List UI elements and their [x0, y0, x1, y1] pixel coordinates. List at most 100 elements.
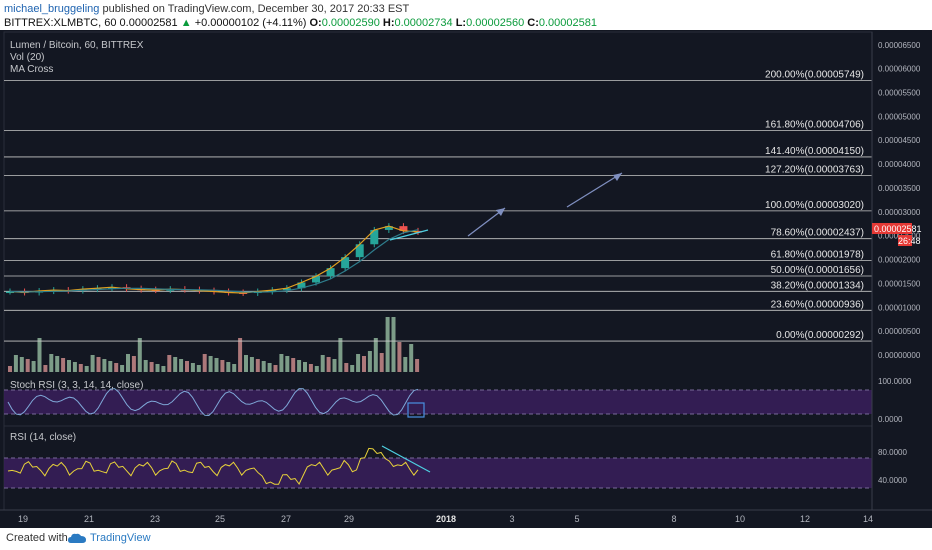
- volume-bar: [362, 356, 366, 372]
- volume-bar: [344, 363, 349, 372]
- support-trendline: [389, 229, 429, 241]
- time-tick-label: 21: [84, 514, 94, 524]
- author-link[interactable]: michael_bruggeling: [4, 3, 100, 15]
- rsi-trendline: [381, 445, 431, 473]
- stoch-rsi-legend: Stoch RSI (3, 3, 14, 14, close): [10, 380, 143, 391]
- price-tick-label: 0.00003000: [878, 208, 921, 217]
- price-tick-label: 0.00001500: [878, 279, 921, 288]
- chart-title: Lumen / Bitcoin, 60, BITTREX: [10, 40, 144, 51]
- volume-bar: [308, 364, 313, 372]
- fib-level-label: 23.60%(0.00000936): [771, 299, 864, 310]
- price-badge-text: 0.00002581: [874, 224, 922, 234]
- rsi-tick-label: 40.0000: [878, 476, 907, 485]
- trading-chart[interactable]: 200.00%(0.00005749) 161.80%(0.00004706) 14…: [0, 30, 932, 528]
- volume-bar: [297, 360, 302, 372]
- volume-bar: [314, 366, 319, 372]
- volume-bar: [196, 365, 201, 372]
- time-tick-label: 23: [150, 514, 160, 524]
- price-badge: [872, 223, 912, 234]
- ma-cross-legend: MA Cross: [10, 64, 53, 75]
- candle-body: [384, 226, 393, 230]
- stoch-tick-label: 100.0000: [878, 377, 912, 386]
- stoch-highlight-box: [407, 402, 425, 418]
- volume-bar: [356, 354, 361, 372]
- volume-bar: [131, 356, 136, 372]
- fib-level-label: 100.00%(0.00003020): [765, 200, 864, 211]
- candle-body: [370, 229, 379, 245]
- plot-frame: [3, 31, 873, 511]
- candle-body: [268, 290, 277, 292]
- volume-bar: [72, 362, 77, 372]
- volume-bar: [114, 363, 119, 372]
- symbol-label: BITTREX:XLMBTC, 60: [4, 17, 117, 29]
- created-with-label: Created with: [6, 532, 68, 544]
- time-tick-label: 27: [281, 514, 291, 524]
- volume-bar: [67, 360, 71, 372]
- candle-body: [297, 282, 306, 289]
- volume-bar: [326, 357, 331, 372]
- volume-bar: [108, 361, 113, 372]
- symbol-header: BITTREX:XLMBTC, 60 0.00002581 ▲ +0.00000…: [4, 16, 597, 30]
- volume-bar: [78, 364, 83, 372]
- ma-slow-line: [9, 229, 419, 293]
- fib-level-label: 200.00%(0.00005749): [765, 70, 864, 81]
- price-tick-label: 0.00005500: [878, 89, 921, 98]
- rsi-legend: RSI (14, close): [10, 432, 76, 443]
- volume-bar: [244, 355, 248, 372]
- open-value: 0.00002590: [321, 17, 380, 29]
- up-triangle-icon: ▲: [180, 17, 192, 29]
- volume-bar: [190, 363, 195, 372]
- time-tick-label: 25: [215, 514, 225, 524]
- volume-bar: [379, 353, 384, 372]
- rsi-line: [7, 447, 419, 485]
- low-label: L:: [455, 17, 467, 29]
- price-tick-label: 0.00004500: [878, 136, 921, 145]
- price-tick-label: 0.00004000: [878, 160, 921, 169]
- volume-bar: [149, 362, 154, 372]
- volume-bar: [273, 365, 278, 372]
- candle-body: [341, 257, 350, 269]
- time-tick-label: 3: [509, 514, 514, 524]
- candle-body: [282, 288, 291, 291]
- close-label: C:: [527, 17, 539, 29]
- volume-bar: [179, 359, 184, 372]
- volume-bar: [220, 360, 225, 372]
- volume-bar: [320, 355, 325, 372]
- volume-bar: [19, 357, 24, 372]
- publish-info: published on TradingView.com, December 3…: [102, 3, 410, 15]
- volume-bar: [291, 358, 296, 372]
- stoch-k-line: [7, 388, 419, 417]
- time-tick-label: 19: [18, 514, 28, 524]
- volume-bar: [137, 338, 142, 372]
- time-tick-label: 29: [344, 514, 354, 524]
- tradingview-link[interactable]: TradingView: [90, 532, 151, 544]
- candle-body: [355, 244, 364, 258]
- price-tick-label: 0.00005000: [878, 112, 921, 121]
- volume-bar: [409, 344, 414, 372]
- price-tick-label: 0.00000500: [878, 327, 921, 336]
- price-layer: [6, 172, 623, 296]
- volume-bar: [385, 317, 390, 372]
- price-change: +0.00000102 (+4.11%): [194, 17, 307, 29]
- fib-level-label: 161.80%(0.00004706): [765, 119, 864, 130]
- volume-bar: [49, 354, 54, 372]
- volume-bar: [61, 358, 66, 372]
- rsi-band: [4, 458, 872, 488]
- fib-level-label: 127.20%(0.00003763): [765, 164, 864, 175]
- open-label: O:: [309, 17, 322, 29]
- time-badge: [898, 235, 912, 246]
- volume-bar: [267, 363, 272, 372]
- fibonacci-layer: 200.00%(0.00005749) 161.80%(0.00004706) 14…: [4, 70, 872, 342]
- price-tick-label: 0.00001000: [878, 303, 921, 312]
- volume-bar: [391, 317, 396, 372]
- volume-legend: Vol (20): [10, 52, 44, 63]
- volume-bar: [84, 366, 89, 372]
- volume-bar: [90, 355, 95, 372]
- low-value: 0.00002560: [466, 17, 525, 29]
- volume-bar: [367, 351, 372, 372]
- price-tick-label: 0.00000000: [878, 351, 921, 360]
- volume-bar: [332, 359, 337, 372]
- candle-body: [399, 226, 408, 231]
- volume-bar: [13, 355, 18, 372]
- volume-bar: [161, 366, 166, 372]
